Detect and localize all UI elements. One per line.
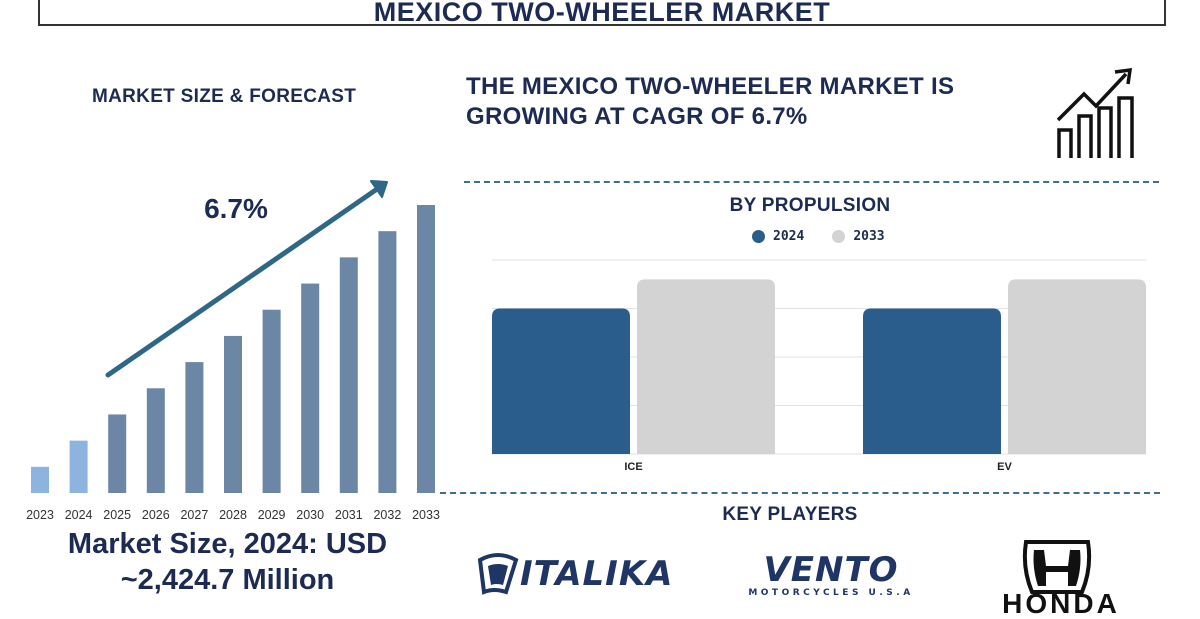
growth-bar-2026 xyxy=(146,388,165,493)
legend-label-2024: 2024 xyxy=(773,229,805,244)
cagr-annotation: 6.7% xyxy=(204,193,268,224)
propulsion-legend: 2024 2033 xyxy=(752,229,885,244)
growth-tick-2023: 2023 xyxy=(26,508,54,522)
market-size-line-2: ~2,424.7 Million xyxy=(120,564,335,596)
italika-logo: ITALIKA xyxy=(476,552,686,596)
legend-item-2033: 2033 xyxy=(832,229,885,244)
propulsion-heading: BY PROPULSION xyxy=(729,195,891,216)
growth-bar-2032 xyxy=(378,231,397,493)
italika-emblem-icon xyxy=(477,553,519,595)
growth-tick-2025: 2025 xyxy=(103,508,131,522)
market-size-line-1: Market Size, 2024: USD xyxy=(67,528,388,560)
divider-bottom xyxy=(440,492,1160,494)
growth-tick-2029: 2029 xyxy=(258,508,286,522)
growth-bar-2031 xyxy=(339,257,358,493)
prop-bar-ev-2024 xyxy=(863,308,1001,454)
growth-tick-2027: 2027 xyxy=(180,508,208,522)
growth-bar-2027 xyxy=(185,362,204,493)
growth-bar-2028 xyxy=(224,335,242,493)
vento-logo: VENTO MOTORCYCLES U.S.A xyxy=(736,552,926,600)
growth-bar-2033 xyxy=(417,205,435,493)
prop-bar-ice-2024 xyxy=(492,308,630,454)
prop-category-ev: EV xyxy=(997,461,1012,473)
honda-wordmark: HONDA xyxy=(1002,588,1120,619)
divider-top xyxy=(464,181,1159,183)
key-players-heading: KEY PLAYERS xyxy=(722,504,858,525)
vento-wordmark: VENTO xyxy=(763,550,899,590)
growth-tick-2033: 2033 xyxy=(412,508,440,522)
prop-bar-ice-2033 xyxy=(637,279,775,454)
legend-item-2024: 2024 xyxy=(752,229,804,244)
prop-category-ice: ICE xyxy=(624,461,642,473)
growth-arrow xyxy=(105,184,383,378)
growth-bar-2030 xyxy=(301,283,320,493)
market-growth-chart: 2023 2024 2025 2026 2027 2028 2029 2030 2031 2032… xyxy=(26,180,440,522)
honda-emblem-icon xyxy=(1022,540,1092,594)
growth-bar-2023 xyxy=(31,466,49,493)
growth-tick-2026: 2026 xyxy=(142,508,170,522)
growth-tick-2028: 2028 xyxy=(219,508,247,522)
legend-label-2033: 2033 xyxy=(853,229,885,244)
market-size-text: Market Size, 2024: USD ~2,424.7 Million xyxy=(0,526,455,598)
title-box: MEXICO TWO-WHEELER MARKET xyxy=(38,0,1166,26)
cagr-headline: THE MEXICO TWO-WHEELER MARKET IS GROWING… xyxy=(466,73,955,130)
growth-tick-2032: 2032 xyxy=(373,508,401,522)
page-title: MEXICO TWO-WHEELER MARKET xyxy=(373,0,831,27)
italika-wordmark: ITALIKA xyxy=(520,554,674,594)
growth-arrow-head xyxy=(370,180,388,198)
growth-tick-2031: 2031 xyxy=(335,508,363,522)
vento-tagline: MOTORCYCLES U.S.A xyxy=(748,588,914,598)
propulsion-chart: ICE EV xyxy=(492,259,1146,473)
growth-chart-icon xyxy=(1056,67,1134,158)
growth-bar-2024 xyxy=(69,440,88,493)
market-size-heading: MARKET SIZE & FORECAST xyxy=(92,86,357,107)
growth-tick-2024: 2024 xyxy=(65,508,93,522)
legend-swatch-2033 xyxy=(832,230,846,243)
growth-bar-2029 xyxy=(262,309,281,493)
legend-swatch-2024 xyxy=(752,230,765,243)
growth-tick-2030: 2030 xyxy=(296,508,324,522)
growth-bar-2025 xyxy=(108,414,127,493)
prop-bar-ev-2033 xyxy=(1008,279,1146,454)
